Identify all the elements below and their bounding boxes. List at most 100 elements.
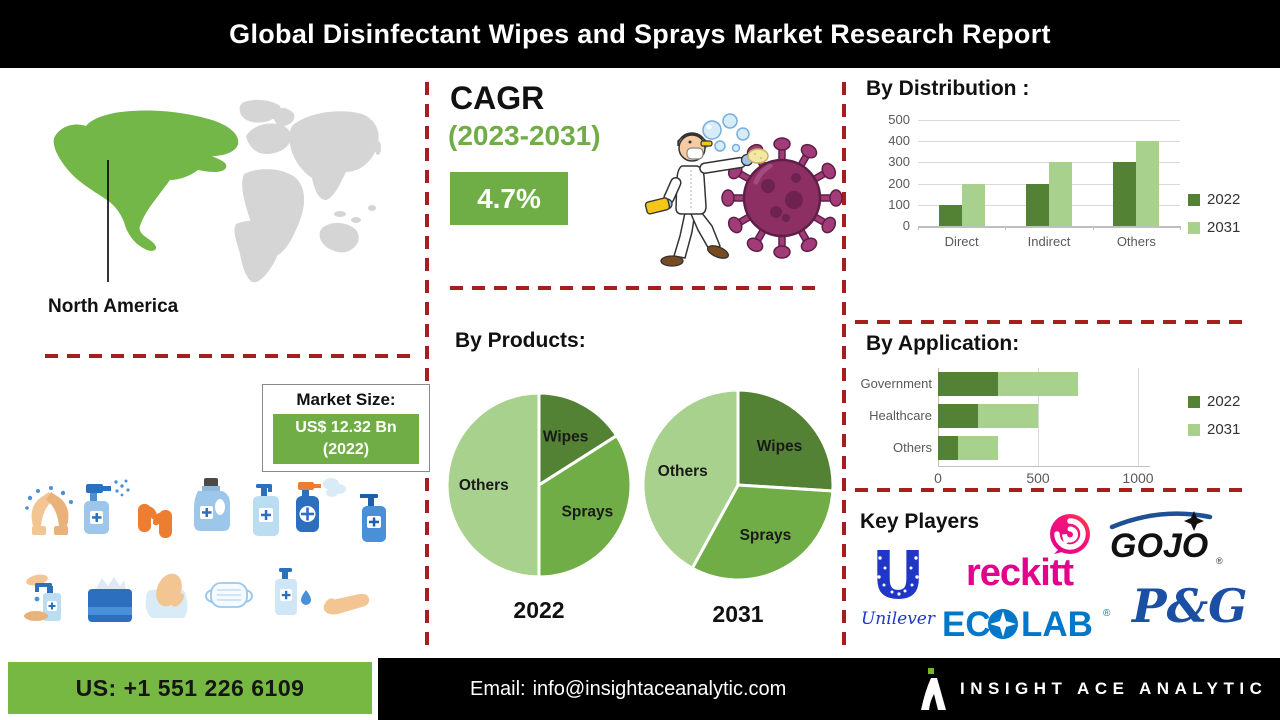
- products-pie-2031: Wipes Sprays Others: [641, 388, 835, 582]
- footer-bar: [378, 658, 1280, 720]
- legend-label: 2031: [1207, 219, 1241, 236]
- pie-2031-caption: 2031: [712, 601, 764, 627]
- bar-2031-Indirect: [1049, 162, 1072, 226]
- x-tick-label: 500: [1026, 470, 1050, 486]
- pie-2022-caption: 2022: [513, 597, 565, 623]
- application-chart-title: By Application:: [866, 332, 1020, 355]
- brand-name: INSIGHT ACE ANALYTIC: [960, 679, 1268, 698]
- bar-2031-Healthcare: [978, 404, 1038, 428]
- market-size-box: Market Size: US$ 12.32 Bn (2022): [262, 384, 430, 472]
- y-category-label: Government: [860, 376, 932, 391]
- map-europe: [246, 123, 292, 154]
- legend-label: 2031: [1207, 421, 1241, 438]
- svg-text:P&G: P&G: [1130, 579, 1247, 633]
- ecolab-logo: EC LAB ®: [942, 605, 1111, 644]
- y-tick-label: 400: [888, 133, 910, 149]
- axis-tick: [1180, 226, 1181, 230]
- svg-text:U: U: [871, 537, 925, 614]
- y-tick-label: 500: [888, 112, 910, 127]
- title-bar: Global Disinfectant Wipes and Sprays Mar…: [0, 0, 1280, 68]
- cagr-label: CAGR: [450, 80, 545, 116]
- svg-text:LAB: LAB: [1021, 605, 1093, 644]
- detergent-jug-icon: [194, 478, 230, 531]
- phone-number: US: +1 551 226 6109: [75, 674, 305, 701]
- x-tick-label: 0: [934, 470, 942, 486]
- pie-slice-label: Wipes: [543, 429, 589, 446]
- x-category-label: Direct: [944, 234, 979, 249]
- hygiene-products-illustration: [24, 478, 386, 622]
- region-label: North America: [48, 296, 179, 317]
- worker-icon: [644, 132, 769, 267]
- x-category-label: Indirect: [1027, 234, 1071, 249]
- distribution-legend: 2022 2031: [1188, 191, 1240, 236]
- bar-2022-Indirect: [1026, 183, 1049, 226]
- bar-2031-Others: [1136, 141, 1160, 226]
- hands-dispenser-icon: [24, 574, 61, 621]
- distribution-chart-title: By Distribution :: [866, 77, 1030, 100]
- page-title: Global Disinfectant Wipes and Sprays Mar…: [229, 18, 1051, 49]
- map-australia: [319, 222, 359, 253]
- dark-spray-bottle-icon: [296, 478, 346, 532]
- legend-item-2022: 2022: [1188, 191, 1240, 208]
- pie-slice-Sprays: [690, 483, 835, 582]
- pump-bottle-icon: [253, 484, 279, 536]
- pie-slice-label: Sprays: [740, 527, 792, 544]
- divider-right-bottom: [855, 488, 1243, 492]
- bar-2022-Healthcare: [938, 404, 978, 428]
- wipes-box-icon: [88, 577, 132, 622]
- axis-tick: [1092, 226, 1094, 230]
- svg-text:GOJO: GOJO: [1110, 527, 1208, 565]
- bar-2022-Direct: [938, 204, 962, 226]
- legend-swatch: [1188, 395, 1200, 408]
- bar-2031-Direct: [961, 183, 985, 226]
- gridline: [918, 120, 1180, 121]
- reckitt-wordmark: reckitt: [966, 552, 1074, 594]
- application-chart: 0 500 1000 Government Healthcare Others: [850, 362, 1195, 487]
- svg-text:®: ®: [1216, 556, 1223, 566]
- face-mask-icon: [205, 582, 253, 608]
- application-legend: 2022 2031: [1188, 393, 1240, 438]
- legend-item-2031: 2031: [1188, 421, 1240, 438]
- spray-bottle-icon: [84, 479, 130, 534]
- cagr-period: (2023-2031): [448, 120, 601, 151]
- x-axis-line: [918, 226, 1180, 228]
- pie-slice-Others: [641, 388, 740, 570]
- footer-phone-box: US: +1 551 226 6109: [8, 662, 372, 714]
- distribution-chart: 0 100 200 300 400 500 Direct Indirect Others: [884, 112, 1194, 262]
- worker-cleaning-virus-illustration: [644, 113, 843, 267]
- pie-slice-Others: [445, 391, 541, 579]
- x-axis-line: [938, 466, 1150, 467]
- insight-ace-logo-icon: [921, 668, 946, 710]
- legend-swatch: [1188, 221, 1200, 234]
- hand-wiping-icon: [145, 573, 188, 618]
- gridline: [918, 141, 1180, 143]
- products-chart-title: By Products:: [455, 329, 586, 352]
- pie-slice-Sprays: [537, 434, 633, 579]
- gojo-logo: GOJO ®: [1109, 511, 1223, 566]
- pie-slice-Wipes: [736, 388, 835, 493]
- rubber-gloves-icon: [138, 504, 172, 538]
- washing-hands-icon: [25, 486, 73, 535]
- bar-2022-Others: [1113, 162, 1137, 226]
- y-category-label: Others: [892, 440, 932, 455]
- axis-tick: [918, 226, 919, 230]
- y-tick-label: 300: [888, 154, 910, 170]
- virus-icon: [721, 137, 843, 259]
- divider-vertical-left: [425, 82, 429, 650]
- x-gridline: [1138, 368, 1139, 466]
- products-pie-2022: Wipes Sprays Others: [445, 391, 633, 579]
- pg-logo: P&G: [1130, 579, 1247, 633]
- unilever-logo: U Unilever: [861, 537, 936, 629]
- legend-swatch: [1188, 193, 1200, 206]
- legend-label: 2022: [1207, 393, 1241, 410]
- divider-left-column: [45, 354, 412, 358]
- legend-swatch: [1188, 423, 1200, 436]
- bar-2031-Government: [998, 372, 1078, 396]
- x-tick-label: 1000: [1122, 470, 1154, 486]
- pie-slice-label: Others: [459, 477, 509, 494]
- svg-text:EC: EC: [942, 605, 991, 644]
- y-tick-label: 200: [888, 175, 910, 191]
- bar-2022-Others: [938, 436, 958, 460]
- map-north-america-highlight: [53, 110, 239, 251]
